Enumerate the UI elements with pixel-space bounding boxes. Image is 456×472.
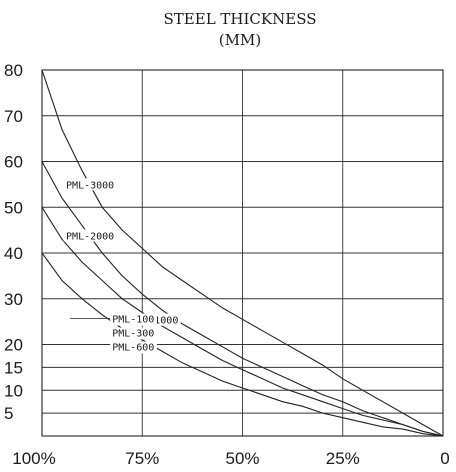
series-label-text: PML-300: [112, 328, 154, 339]
series-label-backdrop: [110, 327, 157, 340]
series-label-backdrop: [63, 229, 117, 242]
y-axis-ticks: 80 70 60 50 40 30 20 15 10 5: [4, 61, 23, 423]
x-tick-label: 0: [440, 449, 449, 468]
y-tick-label: 15: [4, 358, 23, 377]
plot-frame: [41, 69, 444, 437]
series-label-backdrop: [63, 178, 117, 191]
y-tick-label: 30: [4, 290, 23, 309]
x-tick-label: 75%: [125, 449, 159, 468]
series-curve-4: [41, 252, 444, 437]
y-tick-label: 50: [4, 198, 23, 217]
series-curve-3: [41, 207, 444, 437]
series-label-1: PML-3000: [63, 178, 117, 191]
series-label-backdrop: [110, 341, 157, 354]
chart-title: STEEL THICKNESS (MM): [164, 10, 317, 49]
x-axis-ticks: 100% 75% 50% 25% 0: [12, 449, 449, 468]
series-label-text: PML-100: [112, 314, 154, 325]
y-tick-label: 70: [4, 107, 23, 126]
series-label-text: PML-3000: [66, 180, 114, 191]
series-labels: PML-3000PML-2000PML-1000PML-100PML-300PM…: [63, 178, 181, 354]
y-tick-label: 60: [4, 153, 23, 172]
series-curves: [41, 69, 444, 437]
grid: [42, 69, 443, 436]
chart-title-line-2: (MM): [219, 31, 261, 49]
series-label-2: PML-2000: [63, 229, 117, 243]
series-curve-2: [41, 161, 444, 437]
x-tick-label: 50%: [225, 449, 259, 468]
series-label-text: PML-2000: [66, 232, 114, 243]
series-curve-1: [41, 69, 444, 437]
x-tick-label: 100%: [12, 449, 55, 468]
series-label-backdrop: [110, 313, 157, 326]
y-tick-label: 10: [4, 381, 23, 400]
chart-title-line-1: STEEL THICKNESS: [164, 10, 317, 28]
series-label-4: PML-100 PML-300 PML-600: [70, 313, 157, 354]
y-tick-label: 20: [4, 336, 23, 355]
x-tick-label: 25%: [326, 449, 360, 468]
y-tick-label: 80: [4, 61, 23, 80]
y-tick-label: 40: [4, 244, 23, 263]
series-label-text: PML-600: [112, 342, 154, 353]
y-tick-label: 5: [4, 404, 13, 423]
